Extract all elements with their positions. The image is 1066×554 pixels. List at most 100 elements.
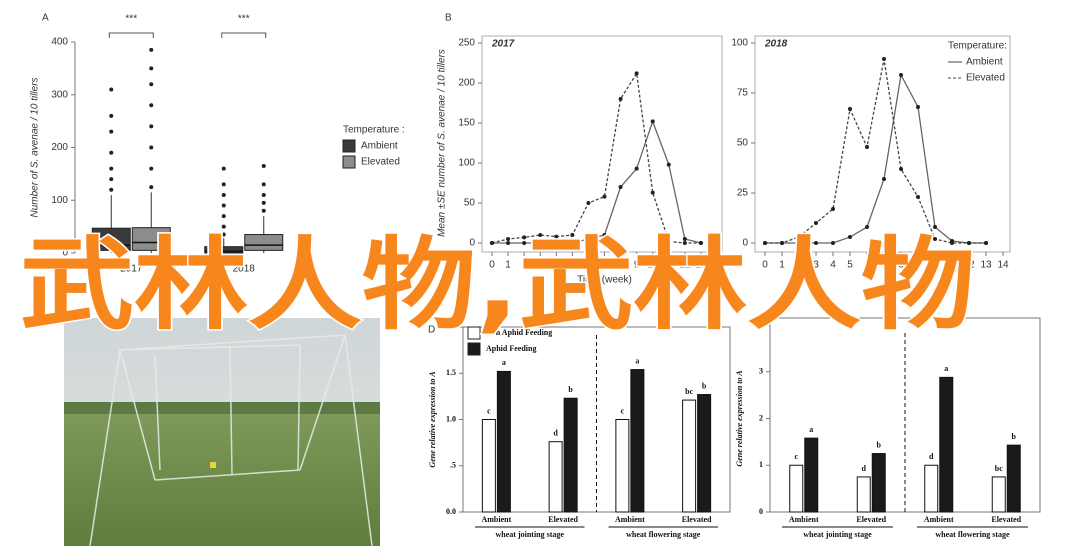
y-tick-label: 200 — [51, 142, 68, 153]
legend-swatch — [467, 326, 481, 340]
x-tick-label: 11 — [664, 260, 675, 271]
x-tick-label: 13 — [980, 260, 992, 271]
marker — [618, 185, 623, 189]
value-label: bc — [995, 464, 1003, 473]
x-tick-label: 3 — [537, 260, 543, 271]
y-tick-label: 100 — [458, 158, 475, 169]
legend-title: Temperature : — [343, 125, 405, 136]
y-axis-label: Gene relative expression to A — [735, 370, 744, 467]
x-tick-label: Ambient — [481, 515, 511, 524]
outlier — [261, 163, 266, 168]
y-axis-label: Gene relative expression to A — [428, 371, 437, 468]
value-label: b — [702, 381, 707, 390]
outlier — [261, 182, 266, 187]
axes-frame — [754, 35, 1011, 253]
x-tick-label: 8 — [618, 260, 624, 271]
line — [491, 71, 701, 244]
marker — [933, 237, 937, 241]
marker — [602, 194, 607, 199]
value-label: b — [877, 440, 882, 449]
bar — [804, 437, 819, 513]
x-tick-label: 4 — [554, 260, 560, 271]
outlier — [261, 192, 266, 197]
marker — [506, 237, 511, 241]
marker — [634, 166, 639, 171]
outlier — [221, 192, 226, 197]
x-axis-label: Time (week) — [577, 275, 632, 286]
y-tick-label: 0 — [62, 248, 68, 259]
bar — [682, 399, 697, 513]
y-tick-label: 50 — [464, 198, 476, 209]
x-tick-label: Elevated — [856, 515, 886, 524]
photo — [64, 318, 380, 547]
y-tick-label: 2.0 — [446, 322, 456, 331]
marker — [933, 225, 937, 229]
marker — [666, 239, 671, 244]
outlier — [149, 185, 154, 190]
y-tick-label: 300 — [51, 89, 68, 100]
marker — [650, 119, 655, 124]
bar — [697, 394, 712, 513]
marker — [916, 105, 920, 109]
marker — [570, 241, 575, 245]
marker — [554, 234, 559, 239]
x-tick-label: 2017 — [120, 264, 143, 275]
bar — [481, 419, 496, 513]
panel-label: D — [428, 325, 435, 336]
marker — [865, 145, 869, 149]
y-axis-label: Number of S. avenae / 10 tillers — [30, 77, 41, 217]
bar — [789, 464, 804, 513]
marker — [522, 241, 527, 245]
marker — [848, 107, 852, 111]
stage-label: wheat flowering stage — [626, 530, 701, 539]
annotation: *** — [125, 14, 137, 25]
marker — [554, 241, 559, 245]
legend-label: Non Aphid Feeding — [486, 328, 552, 337]
legend-label: Ambient — [966, 57, 1003, 68]
outlier — [109, 129, 114, 134]
y-tick-label: 0.0 — [446, 507, 456, 516]
bar — [615, 419, 630, 513]
bar — [630, 369, 645, 513]
y-tick-label: 50 — [737, 138, 749, 149]
bar — [856, 476, 871, 513]
line — [765, 58, 986, 244]
outlier — [109, 166, 114, 171]
value-label: d — [929, 452, 934, 461]
x-tick-label: 12 — [963, 260, 975, 271]
outlier — [221, 182, 226, 187]
x-tick-label: 6 — [864, 260, 870, 271]
x-tick-label: 2 — [521, 260, 527, 271]
y-tick-label: 75 — [737, 88, 749, 99]
box — [204, 246, 244, 254]
chart-title: 2017 — [491, 39, 515, 50]
y-tick-label: 0 — [759, 507, 763, 516]
marker — [650, 190, 655, 195]
value-label: bc — [685, 387, 693, 396]
y-axis-label: Mean ±SE number of S. avenae / 10 tiller… — [437, 49, 448, 237]
x-tick-label: 14 — [711, 260, 723, 271]
panel-label: A — [42, 13, 49, 24]
y-tick-label: 0 — [469, 238, 475, 249]
y-tick-label: 0 — [742, 238, 748, 249]
panel-label: C — [41, 317, 48, 328]
x-tick-label: 5 — [847, 260, 853, 271]
value-label: a — [944, 364, 948, 373]
marker — [666, 162, 671, 167]
y-tick-label: 25 — [737, 188, 749, 199]
y-tick-label: 1 — [759, 460, 763, 469]
outlier — [149, 82, 154, 87]
marker — [797, 235, 801, 239]
outlier — [149, 103, 154, 108]
outlier — [261, 208, 266, 213]
value-label: d — [553, 429, 558, 438]
legend-swatch — [342, 155, 356, 169]
outlier — [221, 203, 226, 208]
outlier — [149, 166, 154, 171]
value-label: d — [862, 464, 867, 473]
outlier — [109, 113, 114, 118]
legend-title: Temperature: — [948, 41, 1007, 52]
watermark: 武林人物,武林人物 — [20, 226, 975, 343]
x-tick-label: 9 — [915, 260, 921, 271]
x-tick-label: 4 — [830, 260, 836, 271]
